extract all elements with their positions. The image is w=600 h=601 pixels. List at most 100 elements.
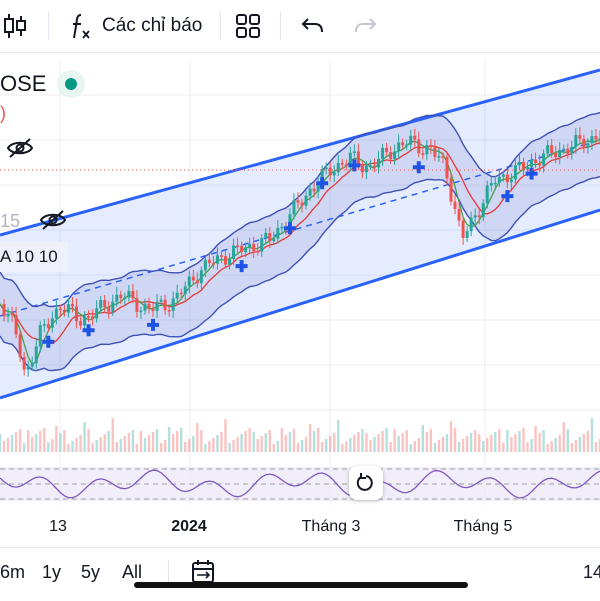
- range-all[interactable]: All: [122, 562, 142, 583]
- candle-body: [204, 260, 207, 271]
- candle-body: [417, 140, 420, 154]
- indicators-button[interactable]: Các chỉ báo: [68, 0, 202, 52]
- candle-body: [534, 160, 537, 163]
- candle-body: [305, 196, 308, 206]
- volume-bar: [458, 442, 460, 452]
- candle-body: [236, 246, 239, 248]
- volume-bar: [196, 423, 198, 452]
- redo-icon: [352, 13, 378, 39]
- candle-body: [373, 166, 376, 168]
- hide-indicator-toggle[interactable]: [39, 209, 67, 236]
- volume-bar: [152, 432, 154, 452]
- volume-bar: [220, 432, 222, 452]
- price-chart[interactable]: [0, 53, 600, 545]
- volume-bar: [156, 429, 158, 452]
- volume-bar: [128, 433, 130, 452]
- volume-bar: [132, 430, 134, 452]
- volume-bar: [462, 439, 464, 452]
- candle-body: [578, 135, 581, 139]
- candle-body: [470, 218, 473, 231]
- hide-series-toggle[interactable]: [6, 137, 34, 164]
- volume-bar: [236, 437, 238, 452]
- time-tick: Tháng 5: [454, 518, 513, 536]
- time-axis: 13 2024 Tháng 3 Tháng 5: [0, 510, 600, 546]
- volume-bar: [120, 439, 122, 452]
- time-tick: Tháng 3: [302, 518, 361, 536]
- candle-body: [490, 183, 493, 186]
- range-5y[interactable]: 5y: [81, 562, 100, 583]
- chart-type-button[interactable]: [2, 0, 28, 52]
- redo-button[interactable]: [352, 0, 378, 52]
- volume-bar: [534, 426, 536, 452]
- volume-bar: [168, 427, 170, 452]
- candle-body: [184, 286, 187, 294]
- candle-body: [325, 168, 328, 170]
- eye-off-icon: [39, 209, 67, 231]
- candle-body: [433, 147, 436, 157]
- range-1y[interactable]: 1y: [42, 562, 61, 583]
- price-change: ): [0, 103, 6, 124]
- range-6m[interactable]: 6m: [0, 562, 25, 583]
- candle-body: [522, 162, 525, 169]
- eye-off-icon: [6, 137, 34, 159]
- candle-body: [445, 157, 448, 178]
- candle-body: [405, 145, 408, 147]
- candle-body: [542, 153, 545, 165]
- reset-chart-button[interactable]: [349, 466, 383, 500]
- candle-body: [558, 150, 561, 157]
- volume-bar: [414, 441, 416, 452]
- candle-body: [164, 300, 167, 310]
- volume-bar: [522, 428, 524, 452]
- candle-body: [11, 314, 14, 316]
- status-dot: [65, 78, 77, 90]
- time-tick: 13: [49, 518, 67, 536]
- candle-body: [79, 321, 82, 325]
- candle-body: [216, 255, 219, 263]
- candle-body: [538, 163, 541, 166]
- candle-body: [27, 367, 30, 370]
- candle-body: [71, 304, 74, 306]
- volume-bar: [7, 438, 9, 452]
- candle-body: [131, 291, 134, 298]
- volume-bar: [31, 437, 33, 452]
- volume-bar: [293, 429, 295, 452]
- candle-body: [31, 363, 34, 366]
- indicators-label: Các chỉ báo: [102, 15, 202, 37]
- candle-body: [264, 233, 267, 238]
- undo-icon: [300, 13, 326, 39]
- candle-body: [123, 298, 126, 300]
- candle-body: [482, 203, 485, 217]
- candle-body: [43, 324, 46, 326]
- volume-bar: [269, 430, 271, 452]
- candle-body: [111, 302, 114, 312]
- range-bar: 6m 1y 5y All 14: [0, 547, 600, 601]
- candle-body: [192, 277, 195, 281]
- volume-bar: [369, 440, 371, 452]
- volume-bar: [418, 438, 420, 452]
- candle-body: [458, 209, 461, 220]
- ma-legend[interactable]: A 10 10: [0, 242, 68, 272]
- templates-button[interactable]: [235, 0, 261, 52]
- volume-bar: [486, 438, 488, 452]
- volume-bar: [281, 428, 283, 452]
- candle-body: [276, 228, 279, 239]
- candle-body: [232, 246, 235, 260]
- undo-button[interactable]: [300, 0, 326, 52]
- volume-bar: [248, 428, 250, 452]
- candle-body: [393, 151, 396, 158]
- volume-bar: [172, 434, 174, 452]
- candle-body: [546, 145, 549, 153]
- candle-body: [51, 318, 54, 327]
- volume-bar: [559, 435, 561, 452]
- market-status-badge: [57, 70, 85, 98]
- volume-bar: [490, 435, 492, 452]
- volume-bar: [494, 432, 496, 452]
- volume-bar: [397, 436, 399, 452]
- volume-bar: [470, 433, 472, 452]
- candle-body: [63, 310, 66, 313]
- volume-bar: [502, 443, 504, 452]
- volume-bar: [87, 429, 89, 452]
- candle-body: [172, 298, 175, 310]
- candle-body: [224, 256, 227, 264]
- candle-body: [196, 280, 199, 283]
